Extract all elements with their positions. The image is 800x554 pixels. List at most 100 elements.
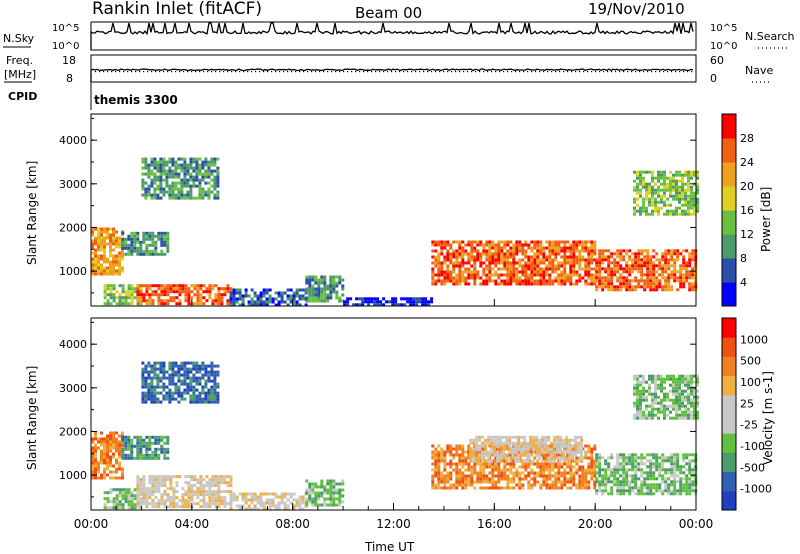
data-cell [469, 450, 473, 454]
data-cell [183, 361, 187, 365]
data-cell [295, 504, 299, 508]
data-cell [467, 240, 471, 244]
data-cell [118, 506, 122, 510]
data-cell [320, 299, 324, 303]
data-cell [646, 474, 650, 478]
data-cell [141, 379, 145, 383]
data-cell [672, 380, 675, 384]
data-cell [201, 367, 205, 371]
data-cell [521, 252, 525, 256]
data-cell [607, 474, 611, 478]
colorbar-frame [721, 113, 737, 307]
data-cell [145, 246, 149, 250]
data-cell [311, 275, 315, 279]
data-cell [91, 449, 94, 453]
data-cell [512, 246, 516, 250]
data-cell [476, 480, 480, 484]
data-cell [166, 441, 170, 445]
data-cell [165, 190, 169, 194]
data-cell [497, 282, 501, 286]
data-cell [497, 474, 501, 478]
data-cell [174, 166, 178, 170]
data-cell [210, 172, 214, 176]
data-cell [232, 288, 236, 292]
data-cell [171, 379, 175, 383]
data-cell [171, 175, 175, 179]
data-cell [201, 160, 205, 164]
data-cell [572, 447, 576, 451]
data-cell [578, 261, 582, 265]
nave-dot [187, 71, 189, 73]
data-cell [449, 243, 453, 247]
data-cell [151, 450, 155, 454]
data-cell [178, 287, 182, 291]
data-cell [355, 303, 359, 307]
data-cell [376, 297, 380, 301]
data-cell [144, 364, 148, 368]
data-cell [196, 296, 200, 300]
data-cell [521, 273, 525, 277]
data-cell [136, 502, 140, 506]
data-cell [163, 447, 167, 451]
data-cell [485, 486, 489, 490]
data-cell [184, 296, 188, 300]
data-cell [670, 249, 674, 253]
data-cell [329, 503, 333, 507]
data-cell [190, 290, 194, 294]
data-cell [652, 285, 656, 289]
data-cell [320, 293, 324, 297]
data-cell [192, 373, 196, 377]
data-cell [326, 491, 330, 495]
data-cell [437, 261, 441, 265]
data-cell [193, 284, 197, 288]
data-cell [649, 465, 653, 469]
data-cell [657, 170, 660, 174]
data-cell [136, 481, 140, 485]
data-cell [195, 382, 199, 386]
data-cell [584, 267, 588, 271]
data-cell [472, 438, 476, 442]
data-cell [473, 264, 477, 268]
data-cell [437, 270, 441, 274]
data-cell [651, 212, 654, 216]
data-cell [681, 389, 684, 393]
data-cell [130, 296, 134, 300]
data-cell [634, 462, 638, 466]
data-cell [112, 443, 115, 447]
data-cell [575, 468, 579, 472]
data-cell [211, 287, 215, 291]
data-cell [361, 297, 365, 301]
data-cell [669, 191, 672, 195]
data-cell [478, 438, 482, 442]
data-cell [320, 482, 324, 486]
data-cell [590, 282, 594, 286]
data-cell [332, 485, 336, 489]
data-cell [601, 480, 605, 484]
nsky-trace [90, 22, 694, 50]
nave-dot [491, 71, 493, 73]
data-cell [481, 453, 485, 457]
data-cell [431, 477, 435, 481]
data-cell [238, 291, 242, 295]
data-cell [163, 293, 167, 297]
data-cell [434, 249, 438, 253]
data-cell [458, 462, 462, 466]
data-cell [97, 446, 100, 450]
data-cell [548, 240, 552, 244]
data-cell [277, 495, 281, 499]
data-cell [473, 444, 477, 448]
data-cell [151, 441, 155, 445]
data-cell [189, 385, 193, 389]
data-cell [696, 173, 699, 177]
data-cell [121, 237, 125, 241]
data-cell [229, 501, 233, 505]
data-cell [581, 474, 585, 478]
data-cell [479, 486, 483, 490]
data-cell [168, 376, 172, 380]
data-cell [636, 191, 639, 195]
data-cell [121, 231, 125, 235]
data-cell [196, 287, 200, 291]
data-cell [205, 490, 209, 494]
nave-dot [451, 71, 453, 73]
data-cell [136, 240, 140, 244]
